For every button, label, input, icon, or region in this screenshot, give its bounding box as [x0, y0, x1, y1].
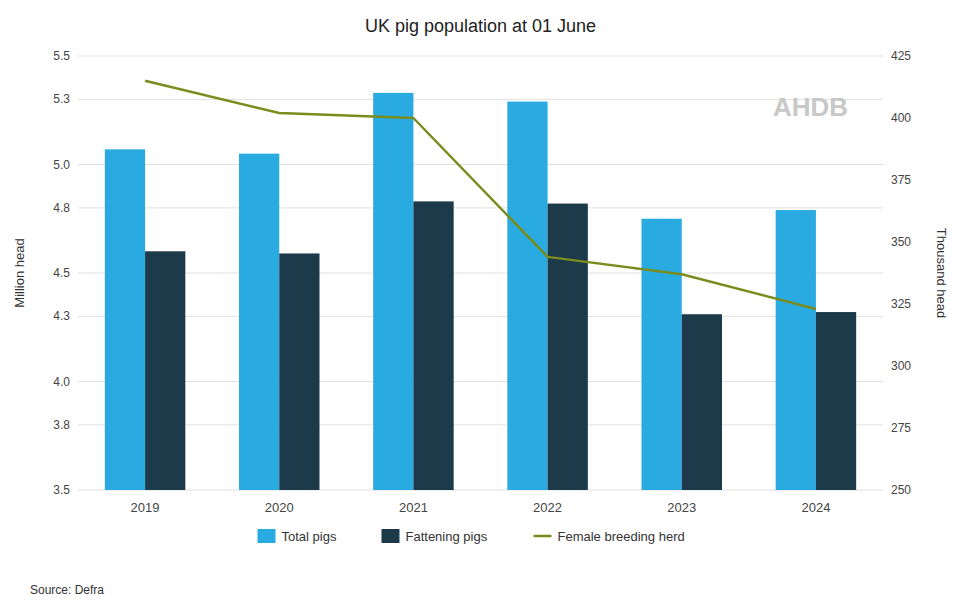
grid-line	[78, 381, 883, 382]
legend-swatch	[258, 529, 276, 543]
y2-tick-label: 275	[891, 421, 911, 435]
y2-tick-label: 300	[891, 359, 911, 373]
chart: UK pig population at 01 June 3.5 3.8 4.0 4.3…	[0, 0, 961, 609]
title: UK pig population at 01 June	[365, 16, 596, 36]
legend: Total pigs Fattening pigs Female breeding …	[258, 529, 685, 544]
y2-tick-label: 425	[891, 49, 911, 63]
y-axis-label: Million head	[12, 238, 27, 307]
grid-line	[78, 99, 883, 100]
legend-label: Fattening pigs	[406, 529, 488, 544]
y-tick-label: 4.8	[53, 201, 70, 215]
bar	[507, 102, 547, 490]
y-tick-label: 5.3	[53, 92, 70, 106]
grid	[78, 56, 883, 490]
grid-line	[78, 273, 883, 274]
x-tick-label: 2020	[265, 500, 294, 515]
y-tick-label: 4.5	[53, 266, 70, 280]
grid-line	[78, 56, 883, 57]
bar	[373, 93, 413, 490]
legend-label: Female breeding herd	[558, 529, 685, 544]
bar	[279, 253, 319, 490]
grid-line	[78, 164, 883, 165]
y2-tick-label: 325	[891, 297, 911, 311]
y2-tick-label: 375	[891, 173, 911, 187]
x-tick-label: 2021	[399, 500, 428, 515]
bar	[816, 312, 856, 490]
grid-line	[78, 316, 883, 317]
source: Source: Defra	[30, 583, 104, 597]
legend-label: Total pigs	[282, 529, 337, 544]
y2-axis-label: Thousand head	[934, 228, 949, 318]
y-tick-label: 3.5	[53, 483, 70, 497]
y-tick-label: 3.8	[53, 418, 70, 432]
y-tick-label: 4.0	[53, 375, 70, 389]
x-tick-label: 2022	[533, 500, 562, 515]
plot-area	[105, 81, 856, 490]
line	[145, 81, 816, 309]
y2-tick-label: 400	[891, 111, 911, 125]
grid-line	[78, 490, 883, 491]
bar	[642, 219, 682, 490]
y2-tick-label: 250	[891, 483, 911, 497]
bar	[239, 154, 279, 490]
watermark: AHDB	[773, 92, 848, 122]
legend-swatch	[534, 535, 552, 538]
y-tick-label: 5.5	[53, 49, 70, 63]
x-tick-label: 2019	[131, 500, 160, 515]
bar	[682, 314, 722, 490]
x-tick-label: 2023	[667, 500, 696, 515]
grid-line	[78, 424, 883, 425]
bar	[413, 201, 453, 490]
y-tick-label: 4.3	[53, 309, 70, 323]
grid-line	[78, 207, 883, 208]
bar	[548, 204, 588, 490]
legend-swatch	[382, 529, 400, 543]
bar	[776, 210, 816, 490]
bar	[105, 149, 145, 490]
x-tick-label: 2024	[801, 500, 830, 515]
bar	[145, 251, 185, 490]
y-tick-label: 5.0	[53, 158, 70, 172]
y2-tick-label: 350	[891, 235, 911, 249]
background	[0, 0, 961, 609]
